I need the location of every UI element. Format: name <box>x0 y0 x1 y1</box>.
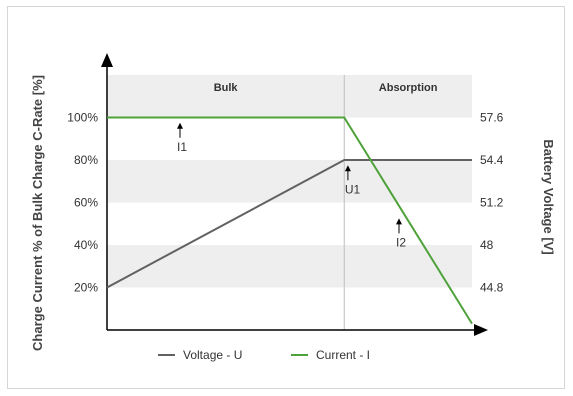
left-tick-label: 80% <box>74 153 98 167</box>
background-band <box>107 75 472 118</box>
left-tick-label: 20% <box>74 281 98 295</box>
annotation-label: U1 <box>345 182 361 196</box>
series-lines <box>106 116 473 325</box>
left-tick-label: 100% <box>67 111 98 125</box>
phase-label: Bulk <box>214 82 239 94</box>
legend-item: Voltage - U <box>158 348 242 362</box>
annotation-arrow-head <box>396 218 402 225</box>
series-line-voltage-u <box>106 159 472 289</box>
background-band <box>107 160 472 203</box>
annotations: I1 U1 I2 <box>177 122 406 249</box>
left-axis-title: Charge Current % of Bulk Charge C-Rate [… <box>30 75 45 351</box>
background-band <box>107 245 472 288</box>
right-axis-ticks: 44.8 48 51.2 54.4 57.6 <box>480 111 504 295</box>
annotation-arrow-head <box>344 165 351 172</box>
right-tick-label: 48 <box>480 238 494 252</box>
right-axis-title: Battery Voltage [V] <box>541 139 556 254</box>
left-tick-label: 60% <box>74 196 98 210</box>
y-axis-arrow <box>101 53 113 67</box>
legend-label: Voltage - U <box>183 348 242 362</box>
legend: Voltage - U Current - I <box>158 348 370 362</box>
x-axis-arrow <box>474 324 488 336</box>
annotation-marker: I2 <box>396 218 406 249</box>
right-tick-label: 51.2 <box>480 196 504 210</box>
annotation-label: I2 <box>396 235 406 249</box>
right-tick-label: 44.8 <box>480 281 504 295</box>
annotation-arrow-head <box>177 122 183 129</box>
phase-labels: Bulk Absorption <box>214 82 438 94</box>
left-axis-ticks: 20% 40% 60% 80% 100% <box>67 111 98 295</box>
background-bands <box>107 75 472 288</box>
legend-label: Current - I <box>316 348 370 362</box>
phase-label: Absorption <box>379 82 438 94</box>
legend-item: Current - I <box>291 348 370 362</box>
annotation-label: I1 <box>177 140 187 154</box>
annotation-marker: I1 <box>177 122 187 154</box>
right-tick-label: 57.6 <box>480 111 504 125</box>
right-tick-label: 54.4 <box>480 153 504 167</box>
annotation-marker: U1 <box>344 165 361 196</box>
series-line-current-i <box>107 116 473 325</box>
left-tick-label: 40% <box>74 238 98 252</box>
